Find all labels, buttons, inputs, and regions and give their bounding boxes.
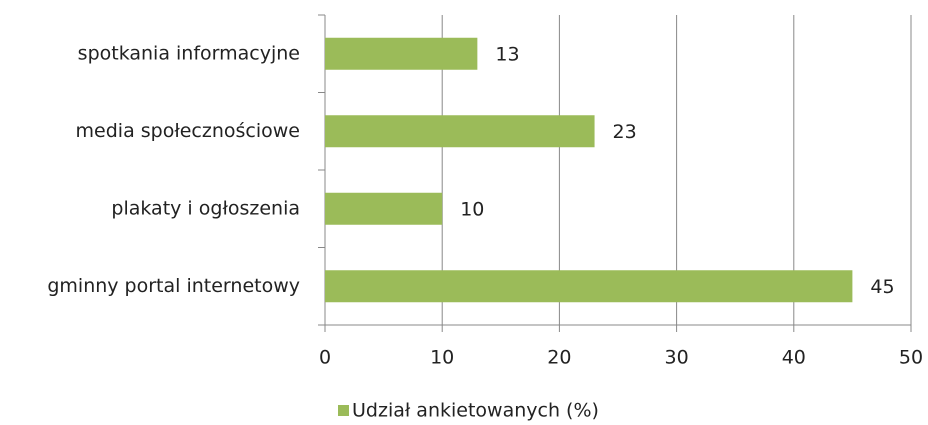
x-tick-label: 0 xyxy=(319,347,331,369)
x-tick-label: 20 xyxy=(547,347,571,369)
y-tick-label: plakaty i ogłoszenia xyxy=(111,197,300,219)
x-tick-label: 10 xyxy=(430,347,454,369)
y-tick-label: gminny portal internetowy xyxy=(47,275,300,297)
x-tick-label: 40 xyxy=(782,347,806,369)
bar xyxy=(325,115,595,148)
legend-label: Udział ankietowanych (%) xyxy=(352,400,599,422)
data-label: 10 xyxy=(460,198,484,220)
data-label: 45 xyxy=(870,276,894,298)
legend-swatch xyxy=(338,405,349,416)
bar xyxy=(325,192,443,225)
data-label: 13 xyxy=(495,43,519,65)
x-tick-label: 50 xyxy=(899,347,923,369)
x-tick-label: 30 xyxy=(665,347,689,369)
y-tick-label: spotkania informacyjne xyxy=(78,42,300,64)
bar xyxy=(325,37,478,70)
data-label: 23 xyxy=(613,121,637,143)
bar xyxy=(325,270,853,303)
y-tick-label: media społecznościowe xyxy=(76,120,300,142)
